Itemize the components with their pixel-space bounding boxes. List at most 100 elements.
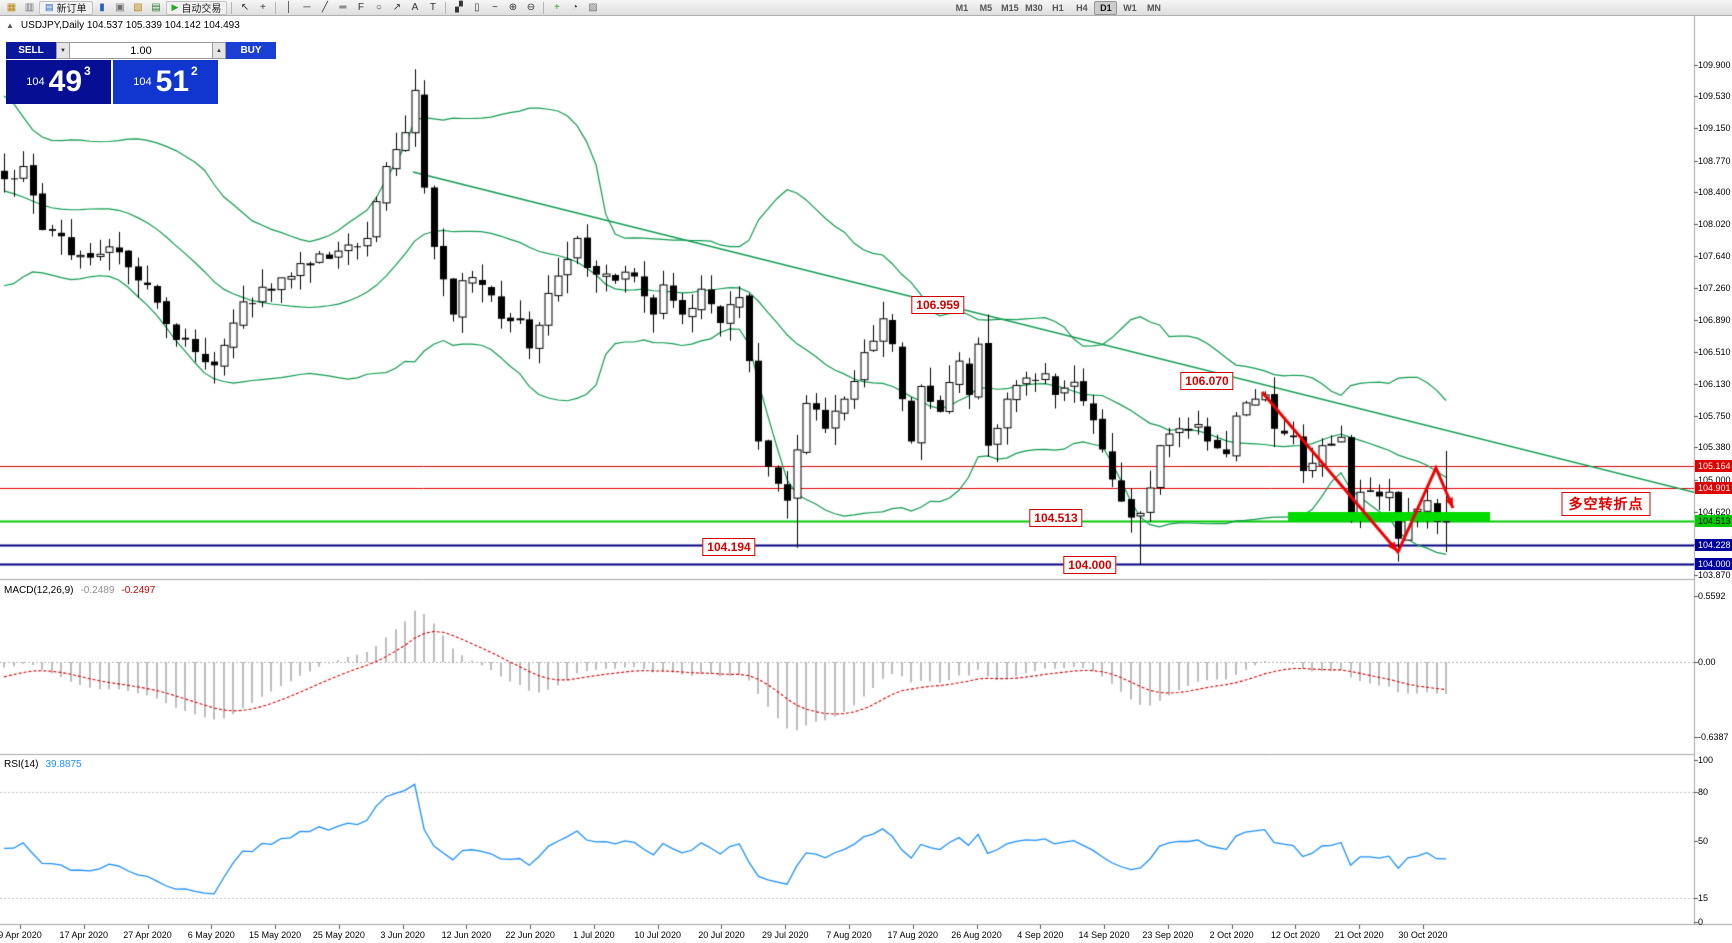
label-icon[interactable]: T (429, 1, 436, 13)
price-axis-highlight: 104.513 (1695, 514, 1732, 527)
trade-panel-collapse-icon[interactable]: ▲ (6, 21, 14, 30)
one-click-trading-panel: SELL ▼ ▲ BUY 104 49 3 104 51 2 (6, 42, 276, 104)
price-axis-label: 109.530 (1698, 91, 1731, 102)
date-axis-label: 1 Jul 2020 (573, 930, 615, 940)
date-axis[interactable]: 9 Apr 2020 17 Apr 2020 27 Apr 2020 6 May 20… (0, 925, 1732, 943)
text-icon[interactable]: A (411, 1, 419, 13)
market-watch-icon[interactable]: ▮ (99, 1, 105, 13)
volume-decrease-button[interactable]: ▼ (56, 42, 70, 59)
cursor-icon[interactable]: ↖ (240, 1, 250, 13)
autotrade-button[interactable]: ▶ 自动交易 (165, 0, 228, 15)
toolbar-separator (231, 1, 233, 14)
sell-price-big: 49 (48, 65, 83, 98)
price-callout[interactable]: 106.070 (1180, 372, 1234, 390)
sell-price-sup: 3 (84, 64, 91, 78)
data-window-icon[interactable]: ▣ (115, 1, 125, 13)
bar-chart-icon[interactable]: ▞ (455, 1, 463, 13)
price-axis-label: 108.020 (1698, 219, 1731, 230)
date-axis-label: 22 Jun 2020 (505, 930, 555, 940)
zoom-in-icon[interactable]: ⊕ (508, 1, 518, 13)
candle-chart-icon[interactable]: ▯ (474, 1, 480, 13)
timeframe-h4[interactable]: H4 (1070, 1, 1093, 15)
timeframe-m15[interactable]: M15 (998, 1, 1021, 15)
shapes-icon[interactable]: ○ (375, 1, 382, 13)
horizontal-line-icon[interactable]: ─ (303, 1, 311, 13)
templates-icon[interactable]: ▨ (588, 1, 598, 13)
channel-icon[interactable]: ═ (339, 1, 347, 13)
buy-price-button[interactable]: 104 51 2 (113, 60, 218, 104)
date-axis-label: 17 Aug 2020 (887, 930, 939, 940)
sell-price-button[interactable]: 104 49 3 (6, 60, 111, 104)
macd-axis-label: 0.00 (1698, 657, 1716, 667)
zoom-out-icon[interactable]: ⊖ (526, 1, 536, 13)
date-axis-label: 29 Jul 2020 (761, 930, 809, 940)
new-order-button[interactable]: ▤ 新订单 (39, 0, 93, 15)
trade-panel-price-row: 104 49 3 104 51 2 (6, 60, 218, 104)
price-axis-label: 107.260 (1698, 283, 1731, 294)
buy-button[interactable]: BUY (226, 42, 276, 59)
date-axis-label: 6 May 2020 (187, 930, 235, 940)
timeframe-mn[interactable]: MN (1142, 1, 1165, 15)
price-axis-label: 106.890 (1698, 314, 1731, 325)
date-axis-label: 7 Aug 2020 (826, 930, 872, 940)
price-axis-label: 106.130 (1698, 378, 1731, 389)
profiles-icon[interactable]: ▥ (24, 1, 35, 13)
toolbar-separator (445, 1, 447, 14)
terminal-icon[interactable]: ▤ (151, 1, 161, 13)
indicators-icon[interactable]: + (554, 1, 560, 13)
navigator-icon[interactable]: ▧ (133, 1, 143, 13)
price-axis-highlight: 104.901 (1695, 481, 1732, 494)
arrows-icon[interactable]: ↗ (392, 1, 402, 13)
chart-info-line: ▲ USDJPY,Daily 104.537 105.339 104.142 1… (6, 20, 240, 31)
date-axis-label: 25 May 2020 (312, 930, 365, 940)
timeframe-h1[interactable]: H1 (1046, 1, 1069, 15)
toolbar: ▦ ▥ ▤ 新订单 ▮ ▣ ▧ ▤ ▶ 自动交易 ↖ + │ ─ ╱ ═ F ○ ↗ A T ▞ ▯ ~ ⊕ ⊖ + ◔ ▨ M1 M5 M1… (0, 0, 1732, 16)
price-axis-highlight: 104.228 (1695, 538, 1732, 551)
macd-main-value: -0.2489 (80, 585, 115, 596)
price-axis-label: 107.640 (1698, 251, 1731, 262)
date-axis-label: 21 Oct 2020 (1334, 930, 1384, 940)
crosshair-icon[interactable]: + (260, 1, 266, 13)
price-callout[interactable]: 104.194 (702, 538, 756, 556)
price-callout[interactable]: 104.000 (1063, 556, 1117, 574)
macd-indicator-label: MACD(12,26,9) -0.2489 -0.2497 (4, 585, 155, 596)
new-order-button-label: 新订单 (56, 4, 87, 15)
rsi-name: RSI(14) (4, 759, 39, 770)
date-axis-label: 12 Oct 2020 (1270, 930, 1320, 940)
timeframe-m5[interactable]: M5 (974, 1, 997, 15)
date-axis-label: 4 Sep 2020 (1017, 930, 1064, 940)
trade-panel-top-row: SELL ▼ ▲ BUY (6, 42, 276, 59)
date-axis-label: 26 Aug 2020 (951, 930, 1002, 940)
macd-axis-label: -0.6387 (1698, 732, 1729, 743)
timeframe-m1[interactable]: M1 (950, 1, 973, 15)
date-axis-label: 10 Jul 2020 (634, 930, 681, 940)
periods-icon[interactable]: ◔ (571, 1, 578, 13)
price-axis-highlight: 105.164 (1695, 459, 1732, 472)
vertical-line-icon[interactable]: │ (285, 1, 293, 13)
buy-price-sup: 2 (191, 64, 198, 78)
price-callout[interactable]: 106.959 (911, 296, 965, 314)
sell-button[interactable]: SELL (6, 42, 56, 59)
date-axis-label: 12 Jun 2020 (441, 930, 492, 940)
date-axis-label: 3 Jun 2020 (380, 930, 425, 940)
price-axis-highlight: 104.000 (1695, 558, 1732, 571)
timeframe-m30[interactable]: M30 (1022, 1, 1045, 15)
line-chart-icon[interactable]: ~ (492, 1, 498, 13)
price-axis[interactable]: 109.900 109.530 109.150 108.770 108.400 108.0… (1695, 0, 1732, 943)
timeframe-d1[interactable]: D1 (1094, 0, 1118, 15)
rsi-axis-label: 50 (1698, 836, 1709, 846)
price-callout[interactable]: 104.513 (1029, 509, 1083, 527)
volume-input[interactable] (70, 42, 212, 59)
price-axis-label: 109.150 (1698, 123, 1731, 134)
trendline-icon[interactable]: ╱ (321, 1, 328, 13)
volume-increase-button[interactable]: ▲ (212, 42, 226, 59)
price-axis-label: 105.750 (1698, 411, 1731, 422)
timeframe-w1[interactable]: W1 (1118, 1, 1141, 15)
date-axis-label: 15 May 2020 (249, 930, 302, 940)
new-chart-icon[interactable]: ▦ (6, 1, 17, 13)
pivot-annotation[interactable]: 多空转折点 (1561, 492, 1651, 516)
date-axis-label: 27 Apr 2020 (123, 930, 172, 940)
fibonacci-icon[interactable]: F (357, 1, 364, 13)
